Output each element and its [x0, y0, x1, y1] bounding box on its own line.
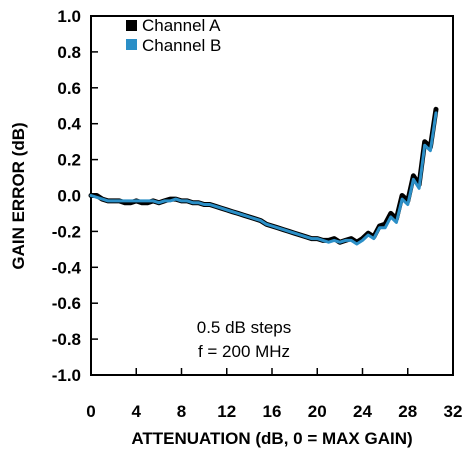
- y-tick-label: -0.6: [52, 294, 81, 313]
- series-line-channel-b: [89, 111, 438, 246]
- y-tick-label: 0.4: [57, 115, 81, 134]
- y-tick-label: 1.0: [57, 7, 81, 26]
- y-tick-label: 0.6: [57, 79, 81, 98]
- x-tick-label: 8: [177, 402, 186, 421]
- y-tick-label: 0.0: [57, 187, 81, 206]
- x-tick-label: 20: [308, 402, 327, 421]
- legend-swatch-channel-a: [126, 20, 137, 31]
- x-tick-group: 0 4 8 12 16 20 24 28 32: [86, 368, 462, 421]
- y-tick-label: -0.4: [52, 258, 82, 277]
- x-tick-label: 16: [263, 402, 282, 421]
- legend-label-channel-a: Channel A: [142, 16, 221, 35]
- y-tick-label: -0.2: [52, 222, 81, 241]
- annotation-steps: 0.5 dB steps: [197, 318, 292, 337]
- x-tick-label: 28: [398, 402, 417, 421]
- x-tick-label: 0: [86, 402, 95, 421]
- y-tick-label: -1.0: [52, 366, 81, 385]
- y-tick-label: 0.8: [57, 43, 81, 62]
- x-tick-label: 24: [353, 402, 372, 421]
- legend-label-channel-b: Channel B: [142, 36, 221, 55]
- y-tick-group: 1.0 0.8 0.6 0.4 0.2 0.0 -0.2 -0.4 -0.6 -0.8 -1.0: [52, 7, 98, 385]
- y-tick-label: 0.2: [57, 151, 81, 170]
- y-tick-label: -0.8: [52, 330, 81, 349]
- legend: Channel A Channel B: [126, 16, 221, 55]
- annotation: 0.5 dB steps f = 200 MHz: [197, 318, 292, 361]
- series-layer: [88, 106, 439, 246]
- legend-swatch-channel-b: [126, 39, 137, 50]
- x-tick-label: 12: [217, 402, 236, 421]
- x-tick-label: 4: [132, 402, 142, 421]
- annotation-frequency: f = 200 MHz: [198, 342, 290, 361]
- x-axis-label: ATTENUATION (dB, 0 = MAX GAIN): [131, 429, 412, 448]
- x-tick-label: 32: [444, 402, 463, 421]
- y-axis-label: GAIN ERROR (dB): [9, 122, 28, 269]
